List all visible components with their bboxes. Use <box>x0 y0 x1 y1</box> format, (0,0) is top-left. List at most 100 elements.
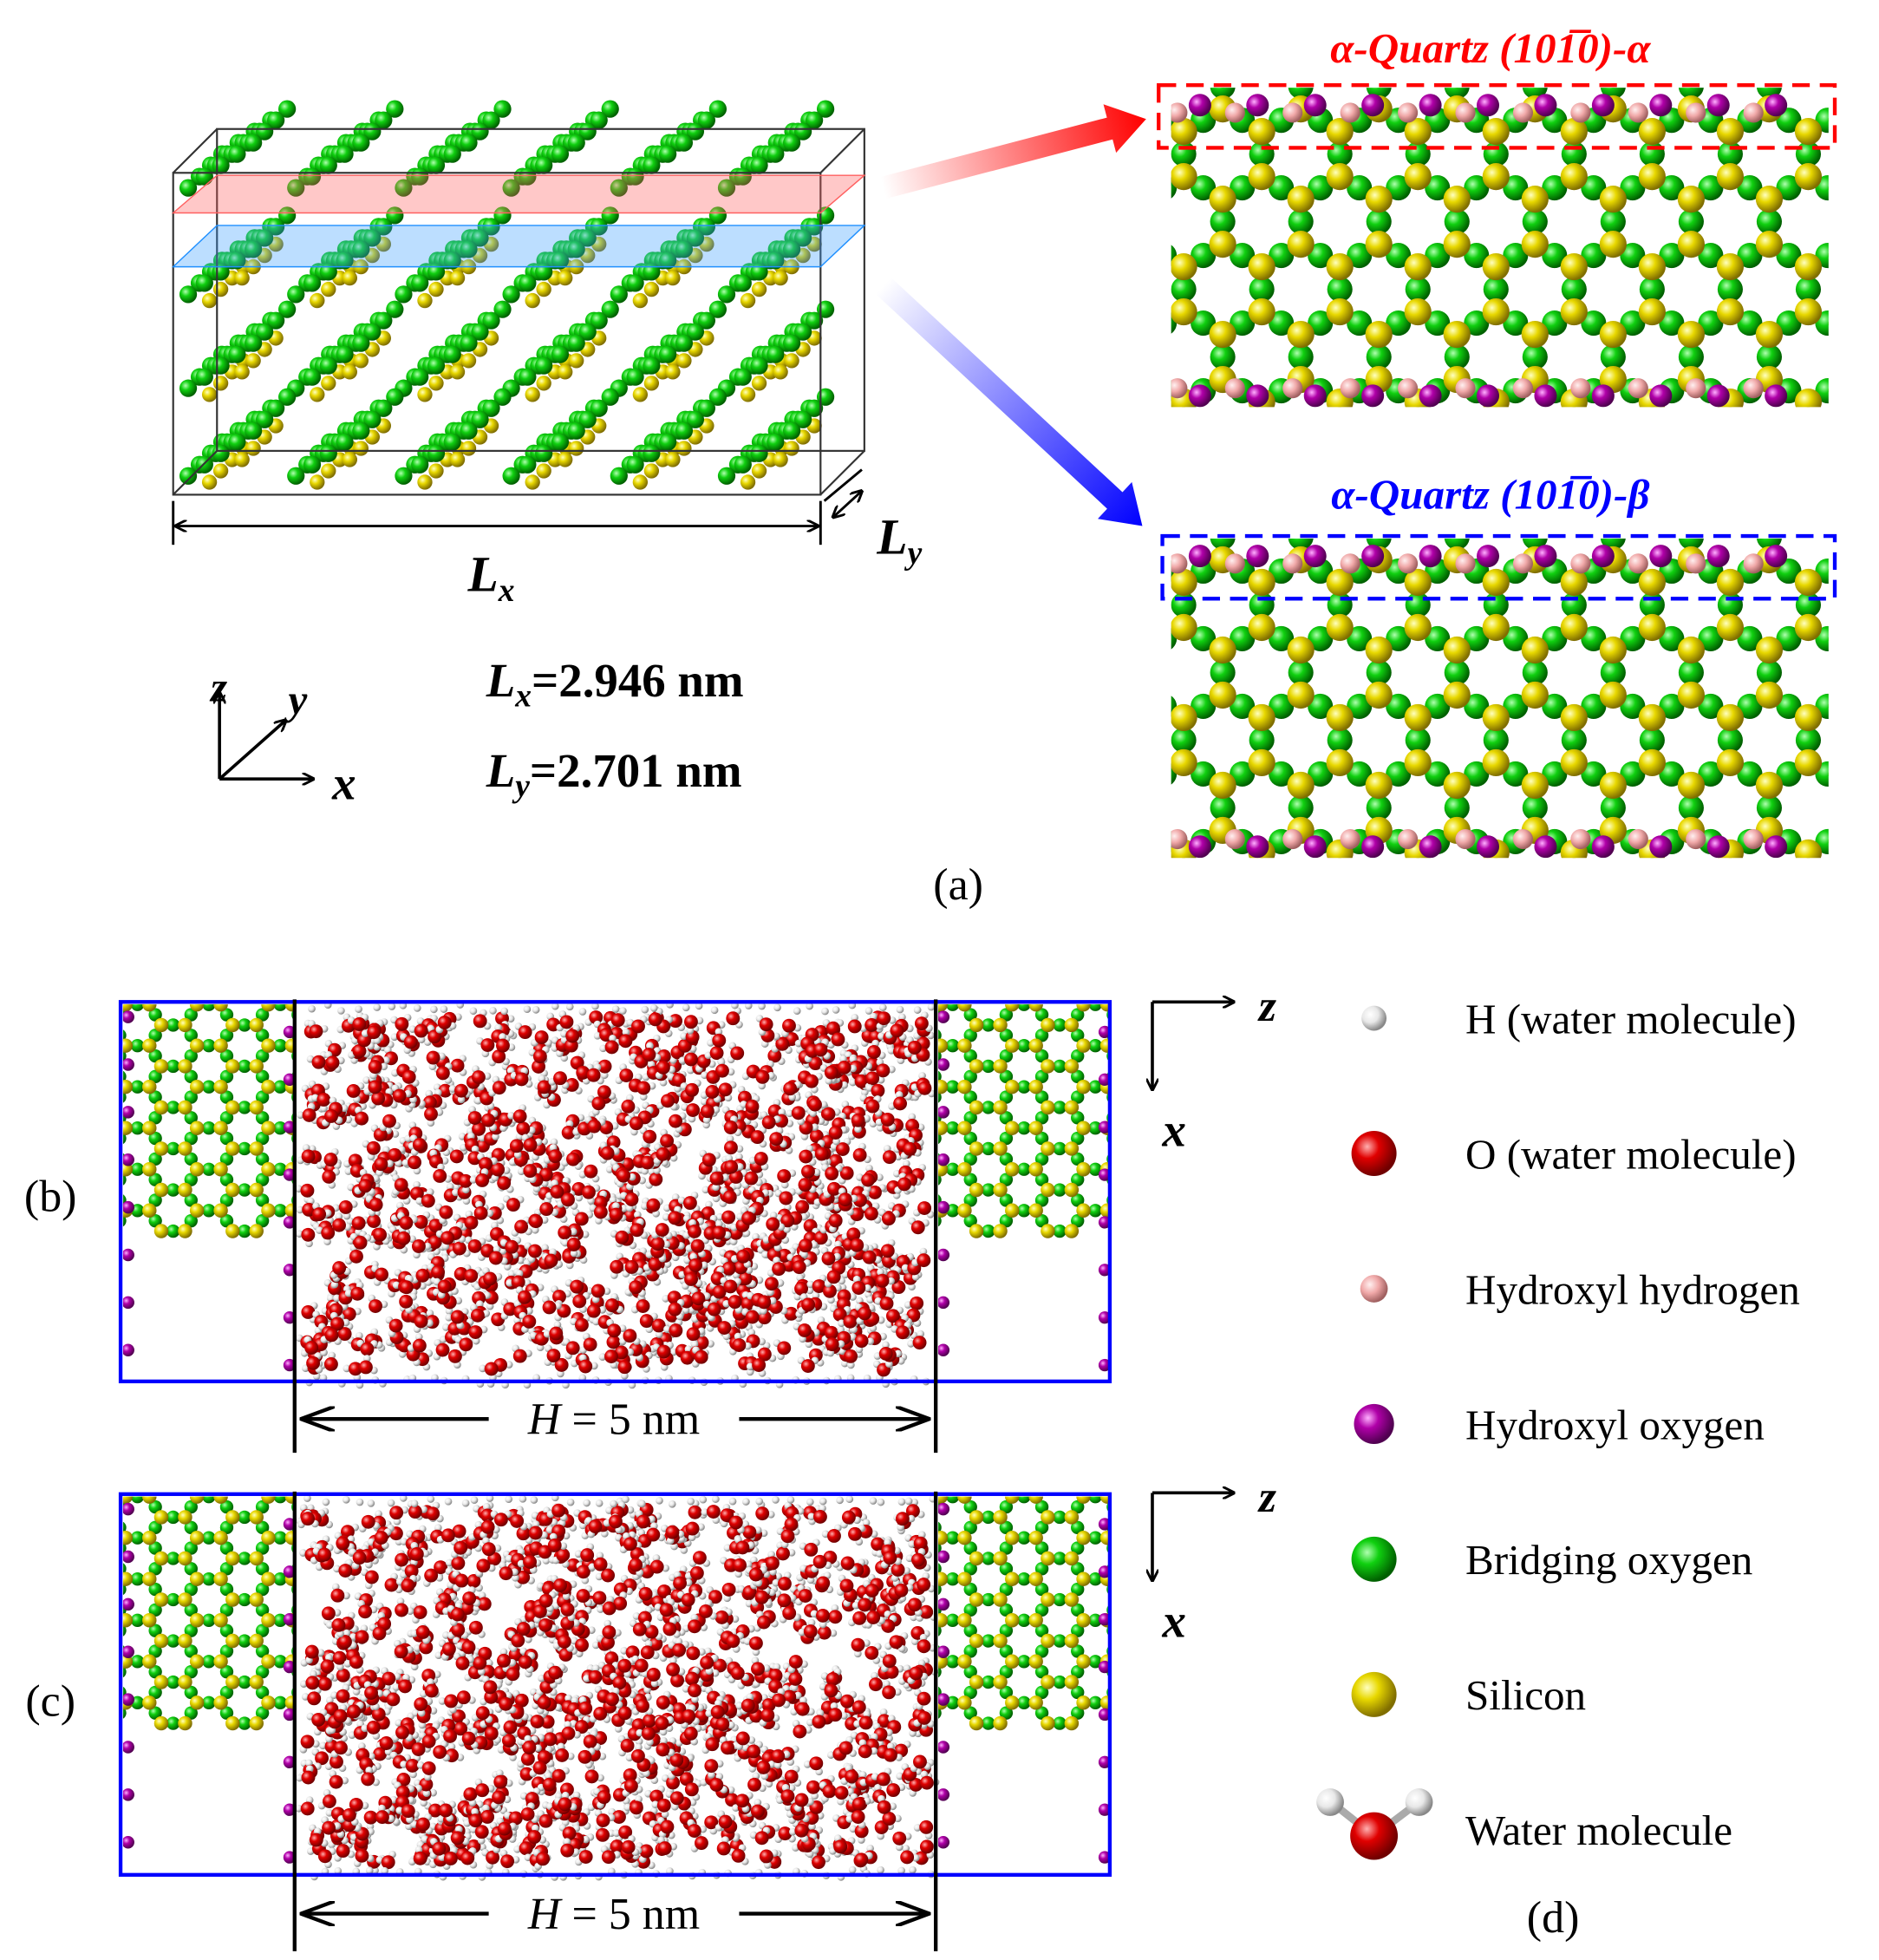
atom <box>1136 1224 1150 1238</box>
atom <box>1017 1531 1031 1545</box>
atom <box>1339 1018 1352 1031</box>
atom <box>411 368 429 386</box>
atom <box>1214 1418 1227 1431</box>
atom <box>1327 727 1353 754</box>
atom <box>1743 102 1764 123</box>
atom <box>1755 636 1784 664</box>
bond <box>1072 1455 1084 1476</box>
atom <box>1308 761 1334 787</box>
bond <box>399 964 411 984</box>
atom <box>1638 748 1666 777</box>
atom <box>1419 94 1442 117</box>
bond <box>257 964 269 984</box>
atom <box>261 1407 275 1421</box>
atom <box>969 1017 984 1033</box>
bond <box>1847 312 1879 335</box>
atom <box>130 1613 145 1627</box>
atom <box>1405 277 1431 303</box>
atom <box>734 274 752 292</box>
atom <box>928 1480 941 1493</box>
bond <box>185 1455 197 1476</box>
atom <box>369 1469 382 1483</box>
bond <box>1321 983 1334 1004</box>
atom <box>234 364 250 380</box>
atom <box>928 925 941 938</box>
bond <box>1143 1128 1155 1149</box>
atom <box>185 988 198 1001</box>
atom <box>1053 682 1080 709</box>
bond <box>964 922 976 943</box>
atom <box>898 1469 912 1483</box>
atom <box>569 441 584 456</box>
atom <box>1136 1141 1150 1155</box>
atom <box>535 936 549 950</box>
atom <box>404 1448 418 1462</box>
atom <box>363 410 382 428</box>
atom <box>1112 243 1138 268</box>
atom <box>1219 997 1233 1011</box>
atom <box>1210 88 1236 100</box>
bond <box>1847 762 1879 785</box>
atom <box>1339 1142 1352 1155</box>
atom <box>1088 1039 1102 1053</box>
bond <box>1178 1169 1191 1190</box>
atom <box>213 1079 228 1094</box>
atom <box>1706 835 1730 859</box>
bond <box>1178 922 1191 943</box>
atom <box>1327 434 1354 461</box>
atom <box>1756 501 1783 528</box>
atom <box>1041 1141 1055 1156</box>
atom <box>1716 297 1745 326</box>
atom <box>1000 1459 1013 1472</box>
atom <box>1405 141 1431 167</box>
atom <box>1327 591 1353 618</box>
atom <box>525 474 540 490</box>
atom <box>1160 1081 1173 1094</box>
atom <box>1073 310 1099 336</box>
bond <box>1067 312 1106 335</box>
atom <box>1142 1707 1155 1720</box>
bond <box>1214 1211 1226 1232</box>
atom <box>1053 1059 1067 1074</box>
atom <box>327 1439 340 1452</box>
bond <box>506 943 519 964</box>
atom <box>1560 703 1588 732</box>
atom <box>982 1716 995 1730</box>
atom <box>310 474 325 490</box>
atom <box>287 467 305 485</box>
atom <box>1570 828 1591 850</box>
atom <box>1065 1428 1079 1441</box>
atom <box>82 1141 96 1155</box>
atom <box>256 1418 269 1431</box>
atom <box>1210 907 1236 934</box>
atom <box>1028 1004 1043 1012</box>
atom <box>1737 693 1763 720</box>
atom <box>220 1480 233 1493</box>
atom <box>1196 1018 1209 1031</box>
atom <box>310 977 323 990</box>
atom <box>1340 828 1360 850</box>
atom <box>1034 243 1060 268</box>
atom <box>993 1428 1007 1441</box>
atom <box>1196 1552 1209 1565</box>
atom <box>1443 186 1471 213</box>
atom <box>1542 310 1568 336</box>
atom <box>1834 637 1861 663</box>
atom <box>1303 1408 1316 1421</box>
atom <box>1246 94 1269 117</box>
bond <box>1379 448 1418 470</box>
atom <box>1482 703 1510 732</box>
atom <box>460 441 477 456</box>
atom <box>982 1675 995 1689</box>
atom <box>1443 771 1471 800</box>
atom <box>1834 456 1861 483</box>
atom <box>1834 321 1861 348</box>
atom <box>1249 1439 1262 1452</box>
arrow <box>880 104 1146 199</box>
atom <box>1737 625 1763 652</box>
atom <box>333 915 347 929</box>
atom <box>154 1428 168 1441</box>
atom <box>567 334 585 352</box>
atom <box>142 1203 157 1218</box>
atom <box>1873 298 1879 325</box>
